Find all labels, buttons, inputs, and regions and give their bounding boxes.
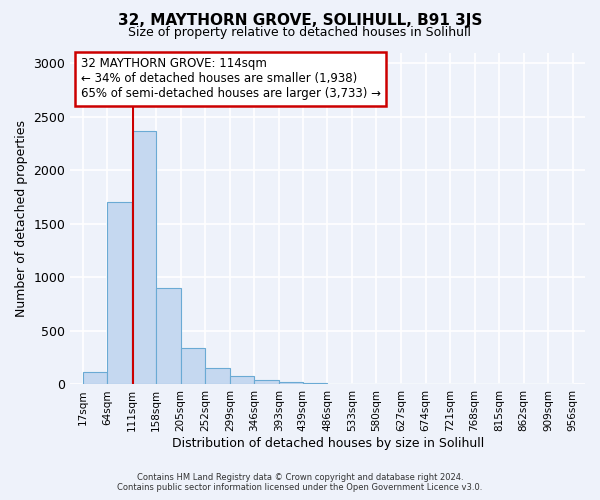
- Bar: [254, 380, 279, 384]
- Text: Contains HM Land Registry data © Crown copyright and database right 2024.
Contai: Contains HM Land Registry data © Crown c…: [118, 473, 482, 492]
- Bar: [131, 130, 156, 384]
- Y-axis label: Number of detached properties: Number of detached properties: [15, 120, 28, 317]
- Bar: [107, 202, 131, 384]
- Bar: [205, 368, 230, 384]
- X-axis label: Distribution of detached houses by size in Solihull: Distribution of detached houses by size …: [172, 437, 484, 450]
- Bar: [156, 288, 181, 384]
- Bar: [83, 372, 107, 384]
- Bar: [181, 348, 205, 385]
- Bar: [230, 376, 254, 384]
- Text: 32, MAYTHORN GROVE, SOLIHULL, B91 3JS: 32, MAYTHORN GROVE, SOLIHULL, B91 3JS: [118, 12, 482, 28]
- Text: 32 MAYTHORN GROVE: 114sqm
← 34% of detached houses are smaller (1,938)
65% of se: 32 MAYTHORN GROVE: 114sqm ← 34% of detac…: [80, 58, 380, 100]
- Text: Size of property relative to detached houses in Solihull: Size of property relative to detached ho…: [128, 26, 472, 39]
- Bar: [279, 382, 303, 384]
- Bar: [303, 383, 328, 384]
